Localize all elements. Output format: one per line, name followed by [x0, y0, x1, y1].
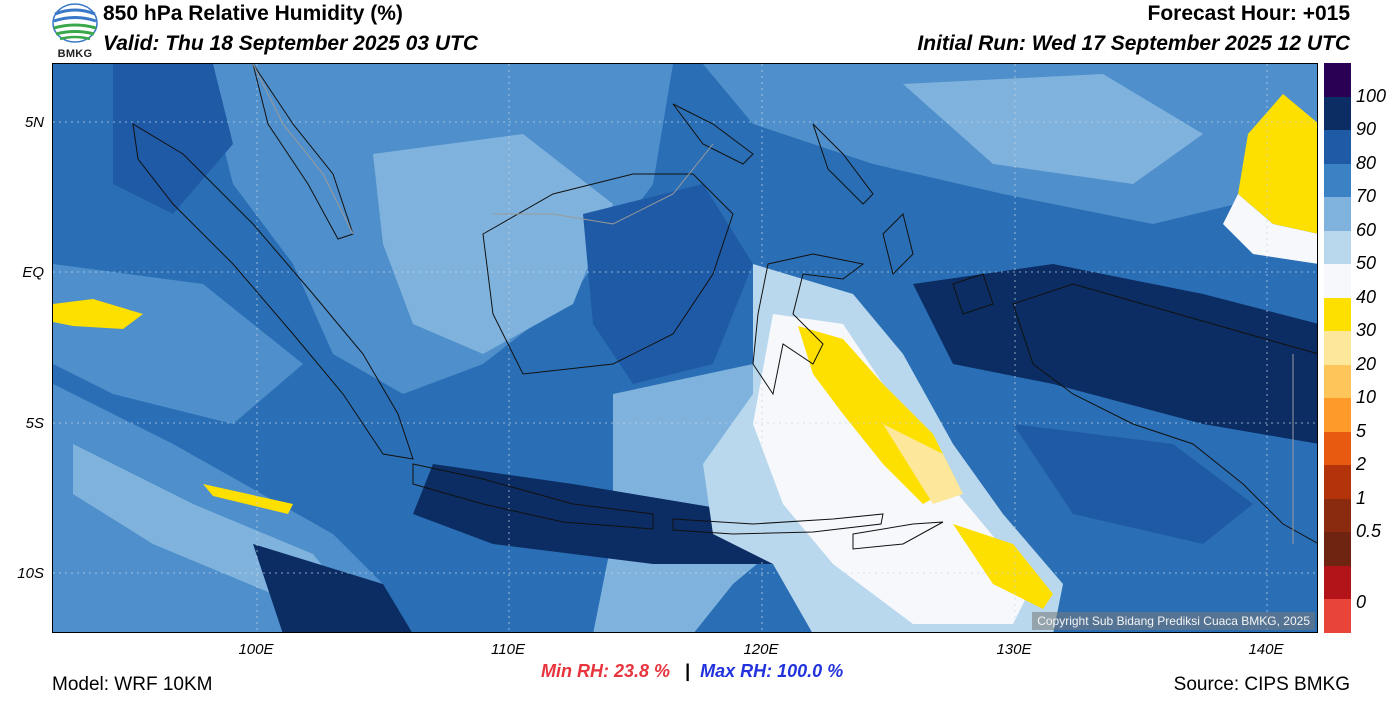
colorbar-segment — [1324, 63, 1351, 98]
colorbar-label: 90 — [1356, 119, 1377, 140]
colorbar-label: 60 — [1356, 219, 1377, 240]
lon-label-140e: 140E — [1248, 641, 1284, 658]
colorbar-segment — [1324, 163, 1351, 198]
colorbar-label: 10 — [1356, 387, 1377, 408]
chart-title: 850 hPa Relative Humidity (%) — [103, 2, 403, 25]
colorbar-label: 40 — [1356, 286, 1377, 307]
colorbar-segment — [1324, 364, 1351, 399]
lat-label-5n: 5N — [24, 114, 44, 131]
colorbar-label: 0 — [1356, 591, 1367, 612]
colorbar-label: 80 — [1356, 152, 1377, 173]
colorbar-segment — [1324, 297, 1351, 332]
colorbar-label: 100 — [1356, 85, 1387, 106]
colorbar-segment — [1324, 431, 1351, 466]
colorbar-label: 2 — [1356, 454, 1367, 475]
copyright-notice: Copyright Sub Bidang Prediksi Cuaca BMKG… — [1032, 612, 1315, 630]
lon-label-120e: 120E — [743, 641, 779, 658]
colorbar-segment — [1324, 230, 1351, 265]
colorbar-segment — [1324, 498, 1351, 533]
colorbar-label: 1 — [1356, 487, 1367, 508]
colorbar-segment — [1324, 130, 1351, 165]
colorbar-segment — [1324, 532, 1351, 567]
initial-run: Initial Run: Wed 17 September 2025 12 UT… — [917, 32, 1350, 55]
colorbar-segment — [1324, 96, 1351, 131]
lon-label-110e: 110E — [491, 641, 525, 658]
colorbar-label: 30 — [1356, 320, 1377, 341]
colorbar-segment — [1324, 398, 1351, 433]
lat-label-5s: 5S — [25, 415, 44, 432]
lon-label-100e: 100E — [238, 641, 274, 658]
colorbar — [1324, 63, 1351, 634]
lat-label-10s: 10S — [17, 565, 44, 582]
forecast-hour: Forecast Hour: +015 — [1147, 2, 1351, 25]
colorbar-label: 20 — [1356, 353, 1377, 374]
colorbar-segment — [1324, 264, 1351, 299]
humidity-field — [53, 64, 1317, 632]
bmkg-logo — [52, 3, 98, 43]
colorbar-segment — [1324, 565, 1351, 600]
valid-time: Valid: Thu 18 September 2025 03 UTC — [103, 32, 479, 55]
colorbar-label: 0.5 — [1356, 521, 1382, 542]
source-label: Source: CIPS BMKG — [1173, 674, 1350, 695]
model-label: Model: WRF 10KM — [52, 674, 213, 695]
min-rh: Min RH: 23.8 % — [541, 661, 671, 681]
colorbar-segment — [1324, 599, 1351, 634]
lon-label-130e: 130E — [996, 641, 1032, 658]
colorbar-segment — [1324, 465, 1351, 500]
colorbar-segment — [1324, 197, 1351, 232]
lat-label-eq: EQ — [22, 264, 44, 281]
colorbar-segment — [1324, 331, 1351, 366]
humidity-map: Copyright Sub Bidang Prediksi Cuaca BMKG… — [52, 63, 1318, 633]
colorbar-label: 5 — [1356, 420, 1367, 441]
logo-text: BMKG — [57, 48, 93, 60]
colorbar-label: 50 — [1356, 253, 1377, 274]
max-rh: Max RH: 100.0 % — [700, 661, 844, 681]
stats-separator: | — [685, 661, 691, 681]
colorbar-label: 70 — [1356, 186, 1377, 207]
rh-stats: Min RH: 23.8 % | Max RH: 100.0 % — [541, 661, 843, 682]
